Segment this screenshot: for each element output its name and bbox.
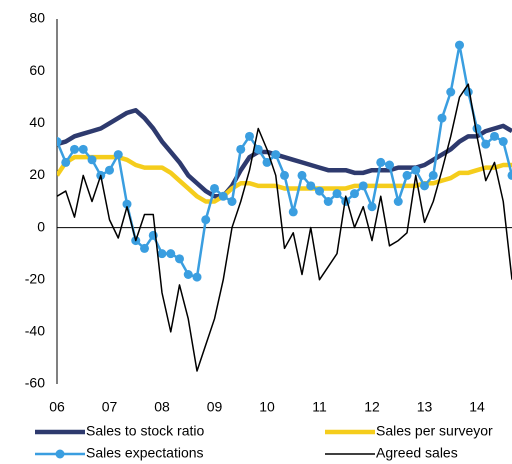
marker (253, 144, 263, 154)
marker (393, 197, 403, 206)
series-line (57, 108, 512, 199)
y-tick-label: 20 (29, 166, 45, 182)
marker (210, 183, 219, 193)
marker (122, 199, 132, 209)
marker (411, 165, 421, 175)
marker (437, 113, 447, 123)
marker (472, 124, 482, 133)
y-tick-label: 60 (29, 62, 45, 78)
marker (61, 157, 71, 167)
legend-label: Sales expectations (86, 445, 204, 461)
x-tick-label: 07 (102, 399, 118, 415)
marker (288, 207, 298, 217)
marker (498, 137, 508, 147)
marker (236, 144, 246, 154)
marker (402, 170, 412, 180)
x-tick-label: 08 (154, 399, 170, 415)
marker (271, 150, 281, 160)
marker (113, 150, 123, 160)
legend-label: Agreed sales (376, 445, 458, 461)
marker (323, 197, 333, 206)
marker (428, 170, 438, 180)
legend-label: Sales per surveyor (376, 423, 493, 439)
marker (140, 243, 149, 253)
x-tick-label: 13 (417, 399, 433, 415)
x-tick-label: 12 (364, 399, 380, 415)
marker (385, 160, 394, 170)
marker (420, 181, 429, 191)
marker (315, 186, 324, 196)
marker (192, 272, 202, 282)
y-tick-label: 0 (37, 218, 45, 234)
y-tick-label: -40 (25, 323, 45, 339)
x-tick-label: 11 (312, 399, 327, 415)
y-tick-label: 40 (29, 114, 45, 130)
marker (183, 270, 193, 279)
x-tick-label: 10 (259, 399, 275, 415)
marker (297, 170, 307, 180)
y-tick-label: 80 (29, 10, 45, 26)
marker (78, 144, 88, 154)
marker (105, 165, 114, 175)
marker (455, 40, 464, 50)
y-tick-label: -20 (25, 270, 45, 286)
marker (376, 157, 386, 167)
marker (218, 191, 228, 201)
marker (358, 181, 368, 191)
marker (306, 181, 316, 191)
marker (175, 254, 184, 264)
marker (332, 189, 342, 199)
series-line (57, 83, 512, 372)
marker (490, 131, 499, 141)
marker (57, 137, 62, 147)
marker (87, 155, 97, 165)
series-line (57, 154, 512, 204)
marker (166, 249, 176, 259)
legend-label: Sales to stock ratio (86, 423, 204, 439)
marker (227, 197, 237, 206)
legend-marker (55, 449, 65, 459)
x-tick-label: 14 (469, 399, 485, 415)
marker (70, 144, 79, 154)
marker (245, 131, 254, 141)
marker (350, 189, 359, 199)
marker (481, 139, 491, 149)
marker (201, 215, 211, 225)
marker (262, 157, 272, 167)
marker (280, 170, 289, 180)
y-tick-label: -60 (25, 375, 45, 391)
marker (446, 87, 456, 97)
marker (507, 170, 512, 180)
x-tick-label: 06 (49, 399, 65, 415)
x-tick-label: 09 (207, 399, 223, 415)
marker (157, 249, 167, 259)
marker (367, 202, 377, 212)
